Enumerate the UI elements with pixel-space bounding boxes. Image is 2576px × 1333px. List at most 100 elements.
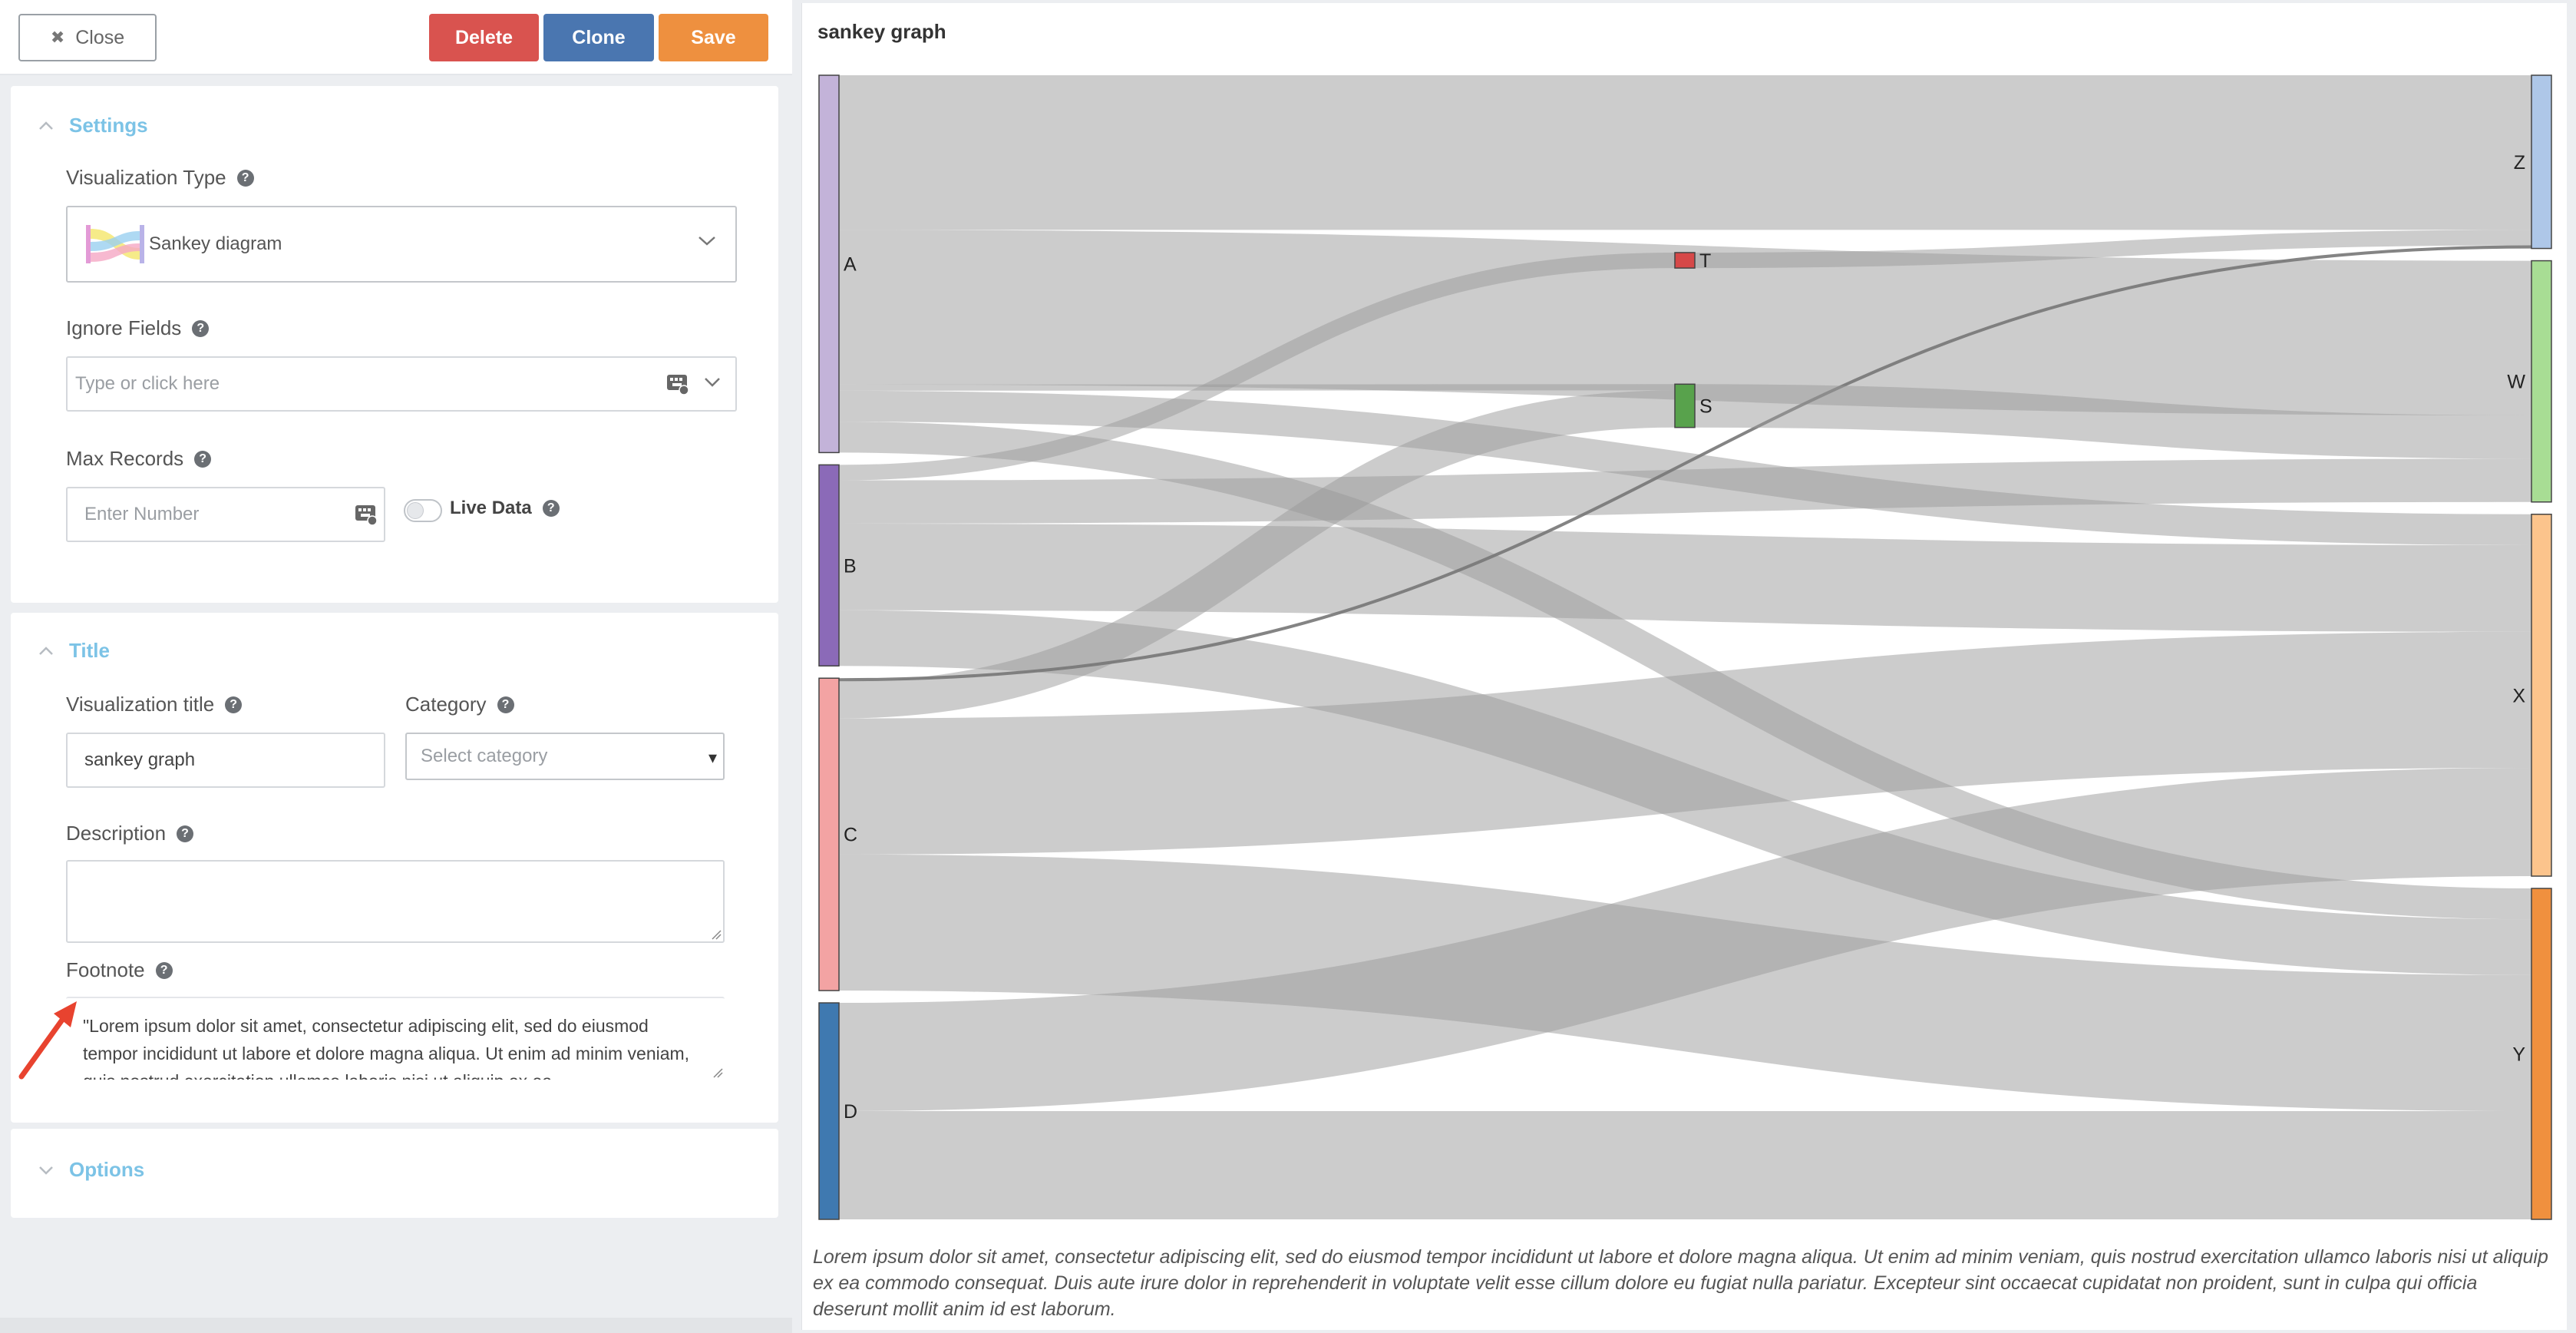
sankey-node-C[interactable] [818, 677, 840, 991]
title-card: Title Visualization title ? Category ? s… [11, 613, 778, 1123]
caret-down-icon: ▾ [708, 748, 717, 767]
sankey-link-C-S[interactable] [838, 390, 1676, 719]
panel-footer [0, 1318, 792, 1333]
category-select[interactable]: Select category ▾ [405, 733, 725, 780]
help-icon[interactable]: ? [542, 500, 560, 517]
category-label-row: Category ? [405, 693, 514, 716]
sankey-node-Z[interactable] [2531, 74, 2552, 250]
vis-title-label-row: Visualization title ? [66, 693, 243, 716]
sankey-node-label-Y: Y [2512, 1044, 2525, 1066]
help-icon[interactable]: ? [177, 825, 194, 842]
vis-type-label: Visualization Type [66, 166, 226, 189]
vis-title-value: sankey graph [84, 749, 196, 770]
chart-footnote: Lorem ipsum dolor sit amet, consectetur … [813, 1246, 2548, 1320]
toggle-knob [407, 502, 424, 519]
description-label: Description [66, 822, 167, 845]
help-icon[interactable]: ? [192, 319, 210, 337]
help-icon[interactable]: ? [497, 696, 514, 713]
sankey-node-label-C: C [844, 825, 857, 846]
resize-handle-icon[interactable] [712, 1067, 723, 1078]
options-section-label: Options [69, 1158, 145, 1181]
resize-handle-icon[interactable] [711, 929, 722, 940]
footnote-value: "Lorem ipsum dolor sit amet, consectetur… [83, 1016, 690, 1080]
sankey-node-label-T: T [1699, 250, 1711, 272]
sankey-node-label-Z: Z [2514, 152, 2525, 174]
keyboard-icon[interactable] [355, 502, 378, 525]
help-icon[interactable]: ? [236, 169, 254, 187]
vis-type-select[interactable]: Sankey diagram [66, 206, 737, 283]
chevron-up-icon [39, 646, 53, 655]
sankey-link-C-Z[interactable] [838, 245, 2532, 682]
settings-card: Settings Visualization Type ? Sankey dia… [11, 86, 778, 603]
sankey-link-B-X[interactable] [838, 523, 2532, 632]
chart-panel: A B C D T S Z W X Y sankey graph Lorem ipsum dolo… [801, 3, 2567, 1330]
sankey-thumbnail-icon [86, 225, 144, 263]
sankey-link-B-T[interactable] [838, 252, 1676, 481]
max-records-input[interactable]: Enter Number [66, 487, 385, 542]
vis-title-input[interactable]: sankey graph [66, 733, 385, 788]
max-records-label-row: Max Records ? [66, 447, 212, 471]
sankey-node-label-D: D [844, 1101, 857, 1123]
annotation-arrow-icon [18, 1001, 77, 1080]
ignore-fields-placeholder: Type or click here [75, 373, 220, 394]
sankey-link-C-X[interactable] [838, 631, 2532, 855]
chevron-down-icon [698, 237, 715, 246]
chart-title: sankey graph [817, 20, 946, 43]
help-icon[interactable]: ? [194, 450, 212, 468]
sankey-node-T[interactable] [1674, 252, 1696, 269]
ignore-fields-input[interactable]: Type or click here [66, 356, 737, 412]
close-button-label: Close [75, 26, 125, 48]
vis-type-label-row: Visualization Type ? [66, 166, 254, 190]
settings-section-label: Settings [69, 114, 148, 137]
category-label: Category [405, 693, 487, 716]
sankey-node-label-A: A [844, 254, 857, 276]
max-records-placeholder: Enter Number [84, 504, 200, 524]
live-data-label-row: Live Data ? [450, 498, 560, 519]
clone-button[interactable]: Clone [543, 14, 654, 61]
sankey-node-W[interactable] [2531, 260, 2552, 503]
sankey-link-A-W[interactable] [838, 230, 2532, 415]
sankey-node-X[interactable] [2531, 513, 2552, 877]
sankey-node-Y[interactable] [2531, 888, 2552, 1220]
options-section-toggle[interactable]: Options [37, 1158, 144, 1182]
vis-title-label: Visualization title [66, 693, 215, 716]
sankey-node-D[interactable] [818, 1002, 840, 1220]
sankey-node-B[interactable] [818, 464, 840, 666]
close-icon: ✖ [50, 28, 65, 47]
editor-toolbar: ✖ Close Delete Clone Save [0, 0, 792, 75]
live-data-toggle[interactable] [404, 499, 442, 522]
footnote-label-row: Footnote ? [66, 958, 173, 982]
footnote-label: Footnote [66, 958, 145, 981]
chevron-down-icon [39, 1166, 53, 1175]
title-section-label: Title [69, 639, 110, 662]
keyboard-icon[interactable] [666, 372, 689, 395]
sankey-node-label-W: W [2507, 372, 2525, 393]
ignore-fields-label-row: Ignore Fields ? [66, 316, 210, 340]
sankey-node-A[interactable] [818, 74, 840, 454]
sankey-link-T-Z[interactable] [1694, 230, 2532, 269]
footnote-textarea[interactable]: "Lorem ipsum dolor sit amet, consectetur… [66, 997, 725, 1080]
sankey-node-label-X: X [2512, 685, 2525, 706]
ignore-fields-label: Ignore Fields [66, 316, 182, 339]
sankey-link-D-X[interactable] [838, 768, 2532, 1112]
sankey-chart: A B C D T S Z W X Y [818, 74, 2552, 1220]
settings-section-toggle[interactable]: Settings [37, 114, 148, 137]
help-icon[interactable]: ? [155, 961, 173, 979]
sankey-link-B-W[interactable] [838, 458, 2532, 524]
editor-panel: ✖ Close Delete Clone Save Settings Visua… [0, 0, 792, 1333]
save-button[interactable]: Save [659, 14, 768, 61]
delete-button[interactable]: Delete [429, 14, 539, 61]
max-records-label: Max Records [66, 447, 184, 470]
title-section-toggle[interactable]: Title [37, 639, 110, 663]
chevron-up-icon [39, 121, 53, 130]
help-icon[interactable]: ? [225, 696, 243, 713]
options-card: Options [11, 1129, 778, 1218]
chevron-down-icon[interactable] [703, 376, 722, 389]
sankey-link-S-W[interactable] [1694, 384, 2532, 459]
close-button[interactable]: ✖ Close [18, 14, 157, 61]
description-textarea[interactable] [66, 860, 725, 943]
sankey-node-label-B: B [844, 555, 857, 577]
category-placeholder: Select category [421, 746, 548, 766]
live-data-label: Live Data [450, 498, 532, 518]
sankey-node-S[interactable] [1674, 383, 1696, 428]
